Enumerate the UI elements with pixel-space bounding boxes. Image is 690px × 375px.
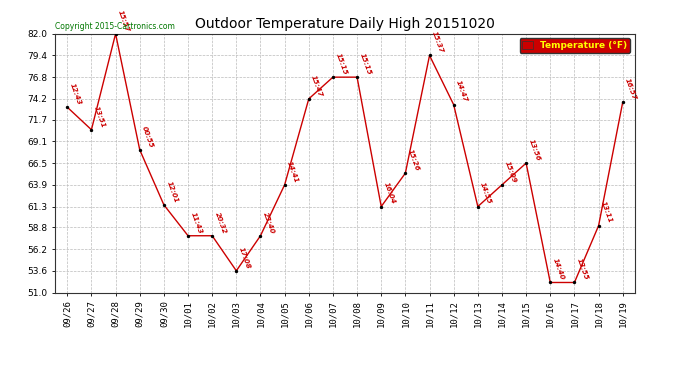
Text: 00:55: 00:55 [141,125,155,148]
Text: 15:37: 15:37 [431,30,444,54]
Point [110,31,121,37]
Text: 14:40: 14:40 [552,258,565,281]
Point [351,74,363,80]
Text: 20:32: 20:32 [214,211,227,234]
Point [159,202,170,208]
Title: Outdoor Temperature Daily High 20151020: Outdoor Temperature Daily High 20151020 [195,17,495,31]
Point [448,102,460,108]
Text: 15:09: 15:09 [504,160,517,183]
Point [593,223,604,229]
Text: 15:15: 15:15 [359,52,372,76]
Text: 16:04: 16:04 [383,182,396,205]
Legend: Temperature (°F): Temperature (°F) [520,38,630,53]
Point [617,99,628,105]
Text: 14:55: 14:55 [480,182,493,205]
Text: 23:40: 23:40 [262,211,275,234]
Text: 16:57: 16:57 [624,77,638,101]
Point [327,74,338,80]
Point [375,204,386,210]
Text: 13:55: 13:55 [576,258,589,281]
Text: 14:41: 14:41 [286,160,299,183]
Point [424,53,435,58]
Point [230,268,241,274]
Text: 15:57: 15:57 [117,9,130,32]
Text: 13:11: 13:11 [600,201,613,224]
Text: 11:43: 11:43 [190,211,203,234]
Point [279,182,290,188]
Text: 15:47: 15:47 [310,74,324,98]
Point [569,279,580,285]
Point [497,182,508,188]
Point [472,204,483,210]
Point [400,170,411,176]
Point [62,104,73,110]
Text: 15:15: 15:15 [335,52,348,76]
Point [520,160,531,166]
Point [207,233,218,239]
Text: 14:47: 14:47 [455,80,469,103]
Text: 12:01: 12:01 [166,180,179,204]
Point [303,96,314,102]
Point [86,127,97,133]
Text: Copyright 2015-Cartronics.com: Copyright 2015-Cartronics.com [55,22,175,31]
Point [545,279,556,285]
Text: 13:51: 13:51 [93,105,106,128]
Point [134,147,145,153]
Text: 13:56: 13:56 [528,138,541,162]
Text: 17:08: 17:08 [238,246,251,269]
Point [255,233,266,239]
Text: 12:43: 12:43 [69,82,82,106]
Point [182,233,193,239]
Text: 15:26: 15:26 [407,148,420,172]
